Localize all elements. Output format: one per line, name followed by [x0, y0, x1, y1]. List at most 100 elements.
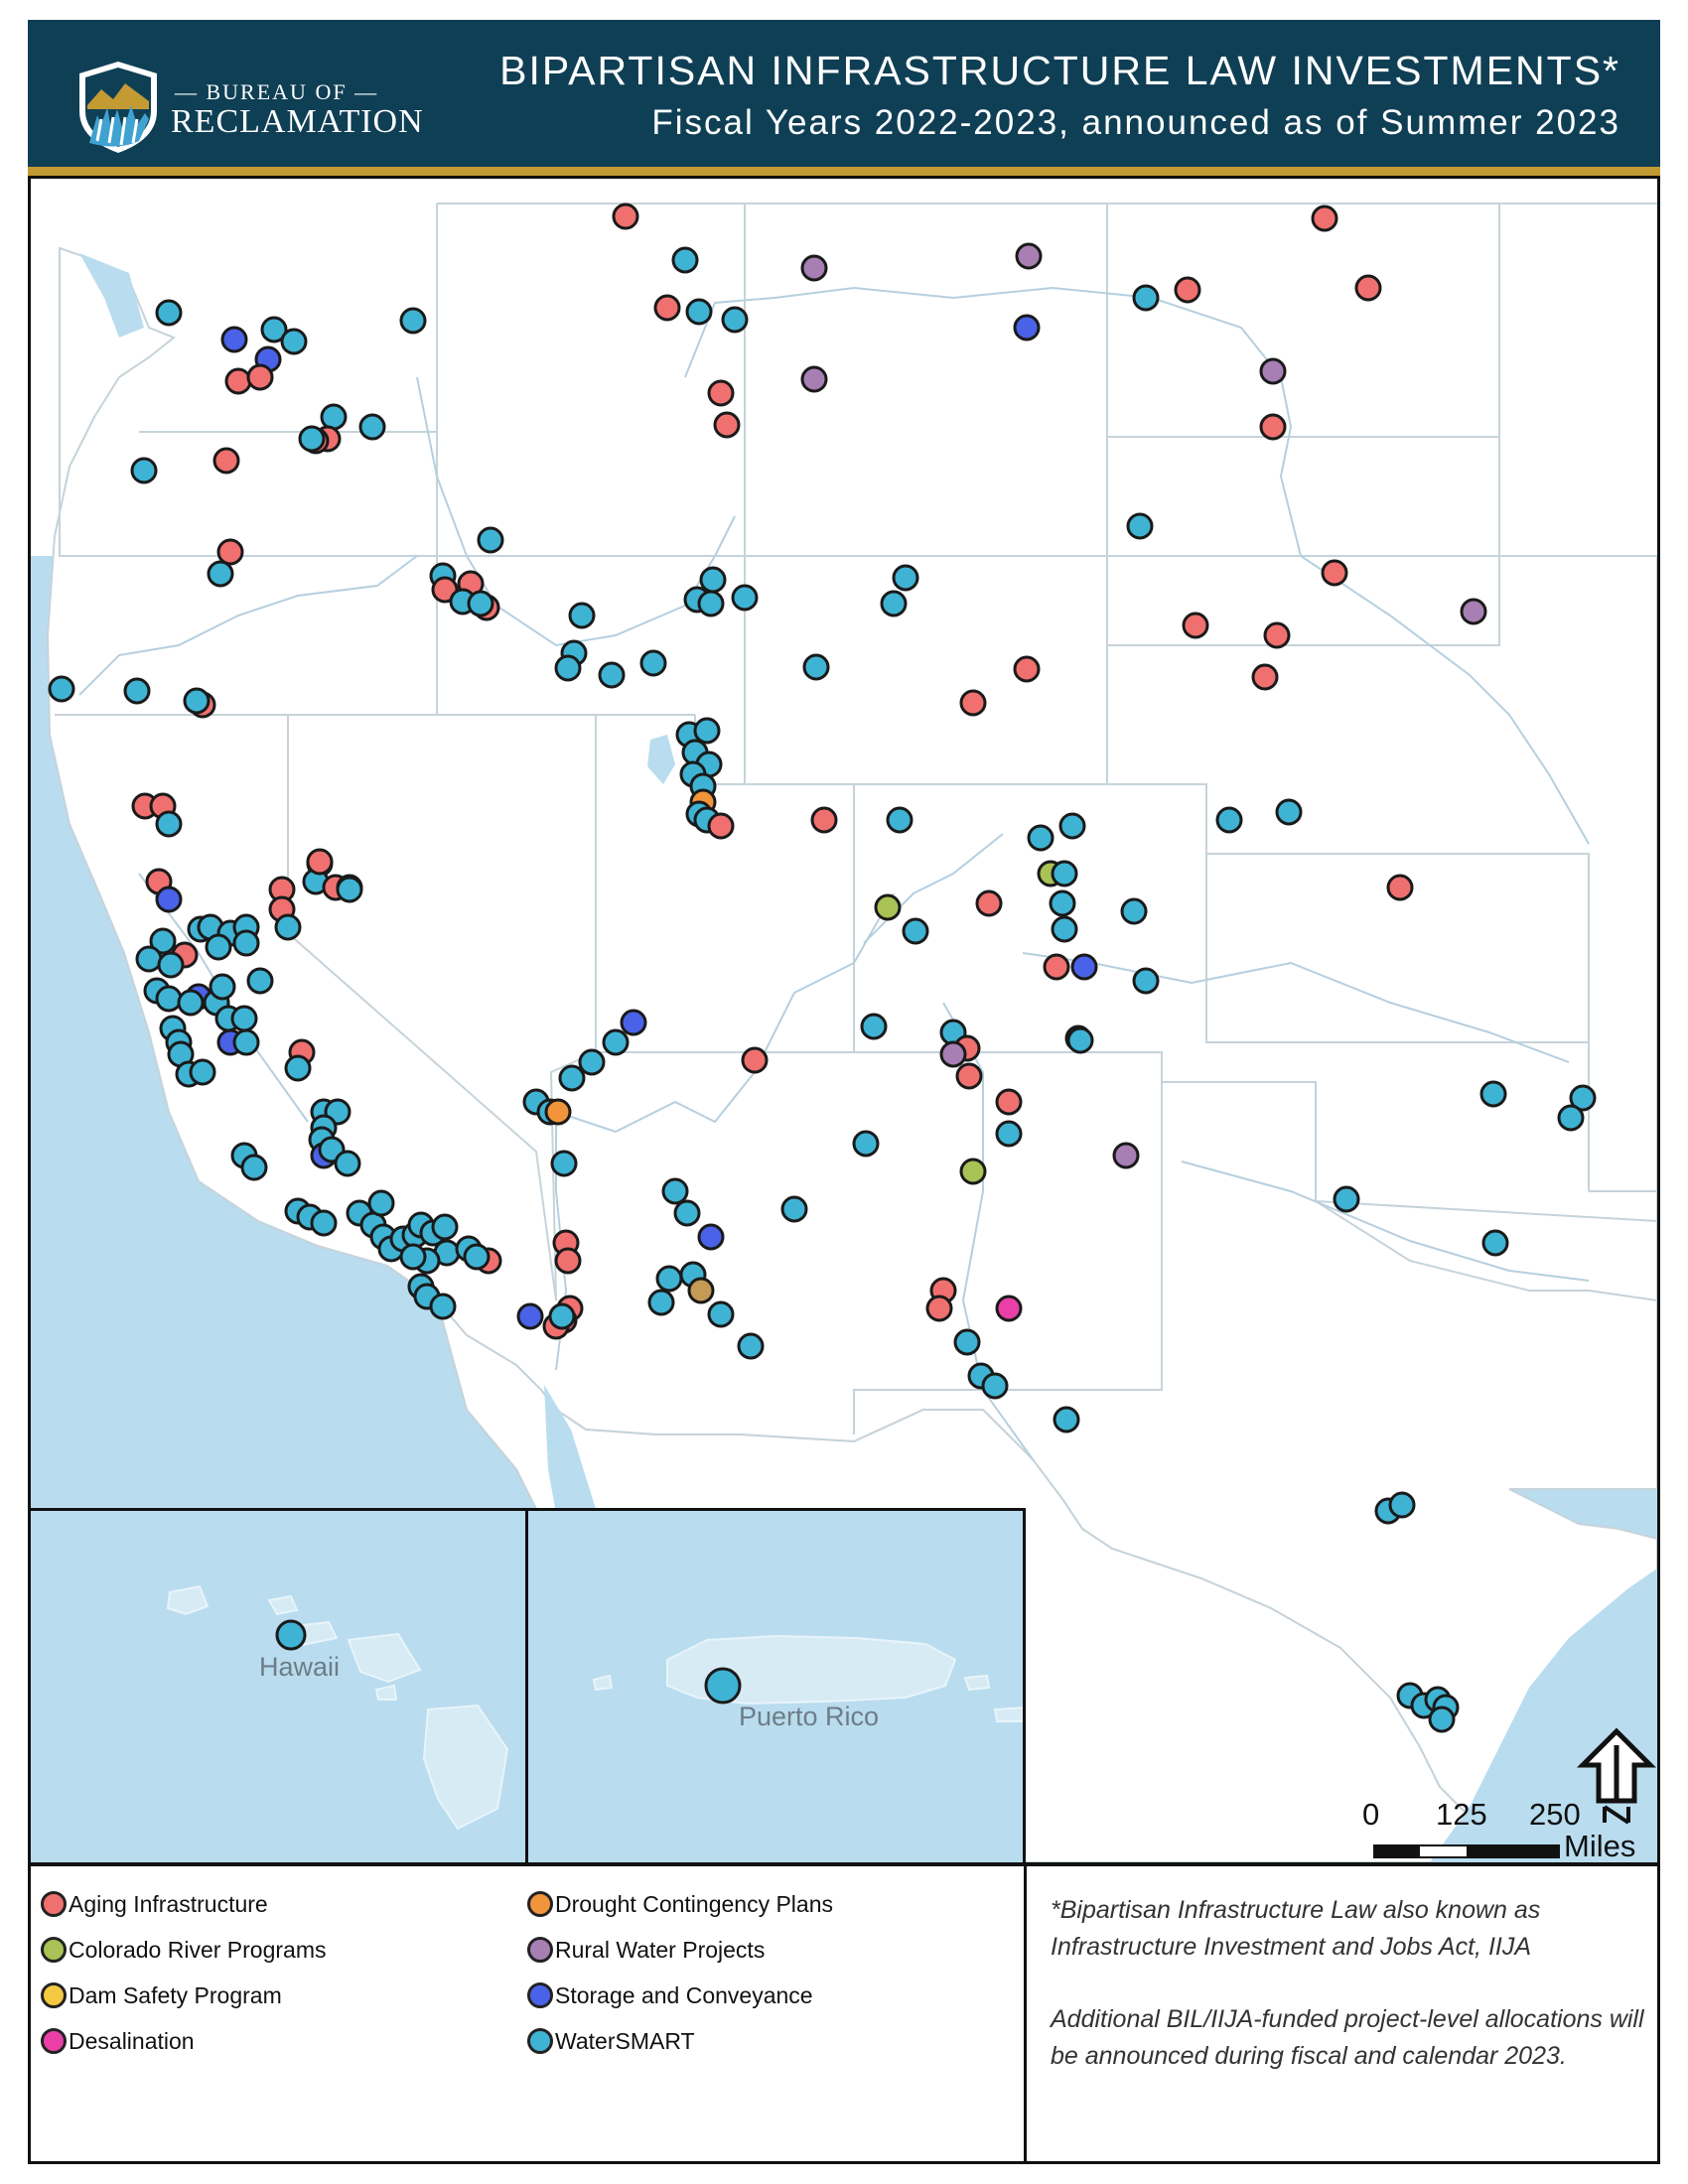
- marker-watersmart: [1027, 824, 1055, 852]
- marker-watersmart: [697, 590, 725, 617]
- marker-drought: [687, 1277, 715, 1304]
- marker-colorado: [959, 1158, 987, 1185]
- marker-watersmart: [207, 560, 234, 588]
- marker-watersmart: [232, 929, 260, 957]
- legend-label: Desalination: [69, 2027, 195, 2054]
- marker-storage: [697, 1223, 725, 1251]
- map-notes: *Bipartisan Infrastructure Law also know…: [1024, 1863, 1660, 2164]
- marker-watersmart: [155, 299, 183, 327]
- marker-watersmart: [699, 566, 727, 594]
- marker-aging: [925, 1295, 953, 1322]
- marker-watersmart: [1333, 1185, 1360, 1213]
- scale-tick-125: 125: [1436, 1797, 1487, 1832]
- marker-watersmart: [284, 1054, 312, 1082]
- legend-label: Drought Contingency Plans: [555, 1890, 833, 1917]
- north-arrow-icon: [1577, 1727, 1656, 1825]
- marker-storage: [1013, 314, 1041, 341]
- marker-watersmart: [189, 1058, 216, 1086]
- marker-watersmart: [1053, 1406, 1080, 1433]
- marker-watersmart: [860, 1013, 888, 1040]
- marker-rural: [1460, 598, 1487, 625]
- legend-item-desal: Desalination: [41, 2025, 195, 2057]
- marker-watersmart: [367, 1189, 395, 1217]
- legend-item-storage: Storage and Conveyance: [527, 1979, 813, 2011]
- marker-aging: [612, 203, 639, 230]
- marker-watersmart: [568, 602, 596, 629]
- marker-watersmart: [639, 649, 667, 677]
- marker-watersmart: [149, 927, 177, 955]
- marker-watersmart: [429, 1293, 457, 1320]
- legend-swatch-drought-icon: [527, 1891, 553, 1917]
- reclamation-logo: — BUREAU OF — RECLAMATION: [50, 38, 423, 153]
- logo-reclamation: RECLAMATION: [171, 103, 424, 140]
- legend-swatch-colorado-icon: [41, 1937, 67, 1963]
- great-salt-lake: [647, 735, 675, 784]
- marker-watersmart: [298, 425, 326, 453]
- marker-watersmart: [1275, 798, 1303, 826]
- marker-watersmart: [1066, 1026, 1094, 1054]
- hawaii-inset[interactable]: Hawaii: [28, 1508, 528, 1865]
- legend-label: WaterSMART: [555, 2027, 695, 2054]
- marker-desal: [995, 1295, 1023, 1322]
- legend-label: Aging Infrastructure: [69, 1890, 268, 1917]
- marker-watersmart: [431, 1213, 459, 1241]
- marker-aging: [810, 806, 838, 834]
- legend-item-aging: Aging Infrastructure: [41, 1888, 268, 1920]
- marker-watersmart: [673, 1199, 701, 1227]
- marker-aging: [995, 1088, 1023, 1116]
- marker-storage: [1070, 953, 1098, 981]
- marker-watersmart: [274, 913, 302, 941]
- state-borders: [55, 203, 1657, 1434]
- puerto-rico-inset[interactable]: Puerto Rico: [525, 1508, 1026, 1865]
- marker-aging: [212, 447, 240, 475]
- hawaii-islands: [166, 1584, 509, 1831]
- marker-watersmart: [1388, 1491, 1416, 1519]
- marker-aging: [741, 1046, 769, 1074]
- marker-watersmart: [892, 564, 919, 592]
- marker-watersmart: [1479, 1080, 1507, 1108]
- marker-aging: [1311, 205, 1338, 232]
- puerto-rico-island: [592, 1634, 1023, 1722]
- marker-watersmart: [1428, 1706, 1456, 1733]
- marker-watersmart: [155, 985, 183, 1013]
- marker-aging: [1259, 413, 1287, 441]
- legend-swatch-desal-icon: [41, 2028, 67, 2054]
- marker-aging: [1321, 559, 1348, 587]
- marker-watersmart: [1049, 889, 1076, 917]
- marker-watersmart: [995, 1120, 1023, 1148]
- marker-watersmart: [123, 677, 151, 705]
- marker-aging: [1013, 655, 1041, 683]
- marker-watersmart: [467, 590, 494, 617]
- reclamation-shield-icon: [79, 62, 157, 153]
- marker-watersmart: [260, 316, 288, 343]
- marker-aging: [1386, 874, 1414, 901]
- marker-watersmart: [240, 1154, 268, 1181]
- marker-watersmart: [685, 298, 713, 326]
- marker-aging: [1182, 612, 1209, 639]
- marker-aging: [554, 1247, 582, 1275]
- puget-sound: [79, 253, 144, 338]
- marker-watersmart: [463, 1243, 491, 1271]
- scale-bar: [1373, 1844, 1560, 1858]
- header-gold-rule: [28, 167, 1660, 176]
- marker-watersmart: [737, 1332, 765, 1360]
- marker-aging: [306, 848, 334, 876]
- legend-swatch-aging-icon: [41, 1891, 67, 1917]
- marker-watersmart: [886, 806, 914, 834]
- legend-label: Rural Water Projects: [555, 1936, 766, 1963]
- legend-label: Storage and Conveyance: [555, 1981, 813, 2008]
- marker-watersmart: [310, 1209, 338, 1237]
- logo-bureau-of: — BUREAU OF —: [175, 79, 379, 104]
- marker-aging: [1263, 621, 1291, 649]
- marker-watersmart: [399, 307, 427, 335]
- marker-watersmart: [135, 945, 163, 973]
- legend-swatch-storage-icon: [527, 1982, 553, 2008]
- marker-storage: [155, 886, 183, 913]
- marker-aging: [1043, 953, 1070, 981]
- legend-item-dam: Dam Safety Program: [41, 1979, 282, 2011]
- marker-watersmart: [655, 1265, 683, 1293]
- page-title: BIPARTISAN INFRASTRUCTURE LAW INVESTMENT…: [499, 48, 1620, 93]
- marker-watersmart: [183, 687, 211, 715]
- puerto-rico-marker-watersmart: [704, 1667, 742, 1705]
- marker-watersmart: [1126, 512, 1154, 540]
